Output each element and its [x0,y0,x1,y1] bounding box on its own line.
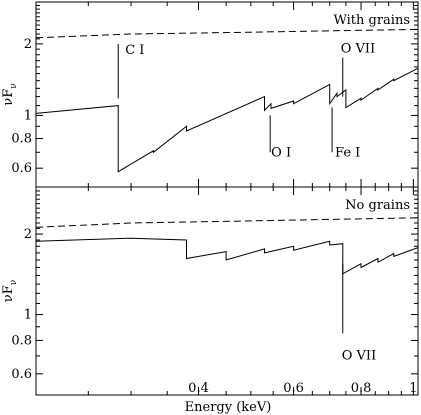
line-marker-label: C I [125,43,144,58]
y-axis-title-sub: ν [9,83,19,88]
y-tick-label: 0.8 [11,131,32,146]
line-marker-label: O I [271,145,291,160]
x-tick-label: 0.8 [351,381,372,396]
panel-label: With grains [333,13,410,28]
panel-label: No grains [345,198,410,213]
solid-series-line [35,67,419,173]
dashed-series-line [35,28,419,39]
top-panel: 0.6 0.8 1 2 C I O I Fe I O VII With grains νFν [1,1,419,188]
x-tick-label: 0.4 [188,381,209,396]
y-tick-label: 0.8 [11,333,32,348]
y-axis-title-main: νF [1,89,16,106]
y-tick-label: 1 [24,308,32,323]
x-tick-label: 1 [409,381,417,396]
y-tick-label: 2 [24,37,32,52]
x-axis-title: Energy (keV) [185,400,272,415]
y-tick-label: 0.6 [11,161,32,176]
plot-frame [35,1,419,188]
line-marker-label: O VII [341,42,375,57]
solid-series-line [35,237,419,275]
line-marker-label: O VII [342,348,376,363]
y-axis-title-main: νF [1,285,16,302]
y-tick-label: 1 [24,108,32,123]
line-marker-label: Fe I [335,145,360,160]
y-axis-title-sub: ν [9,280,19,285]
y-tick-label: 2 [24,227,32,242]
y-axis-title: νFν [1,83,19,105]
y-tick-label: 0.6 [11,367,32,382]
y-axis-title: νFν [1,280,19,302]
plot-frame [35,186,419,396]
bottom-panel: 0.6 0.8 1 2 0.4 0.6 0.8 1 O VII No grains νFν [1,186,419,396]
dashed-series-line [35,217,419,228]
x-tick-label: 0.6 [283,381,304,396]
